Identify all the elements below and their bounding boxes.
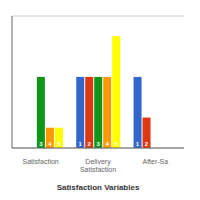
svg-text:1: 1 [136, 141, 140, 147]
svg-text:2: 2 [88, 141, 92, 147]
svg-text:5: 5 [115, 141, 119, 147]
svg-text:2: 2 [145, 141, 149, 147]
svg-text:1: 1 [79, 141, 83, 147]
svg-text:3: 3 [97, 141, 101, 147]
svg-text:Satisfaction: Satisfaction [23, 158, 59, 165]
svg-text:Satisfaction Variables: Satisfaction Variables [57, 183, 140, 192]
svg-text:After-Sa: After-Sa [142, 158, 168, 165]
svg-text:4: 4 [48, 141, 52, 147]
svg-text:5: 5 [57, 141, 61, 147]
svg-text:4: 4 [106, 141, 110, 147]
svg-text:DeliverySatisfaction: DeliverySatisfaction [80, 158, 116, 173]
svg-text:3: 3 [39, 141, 43, 147]
